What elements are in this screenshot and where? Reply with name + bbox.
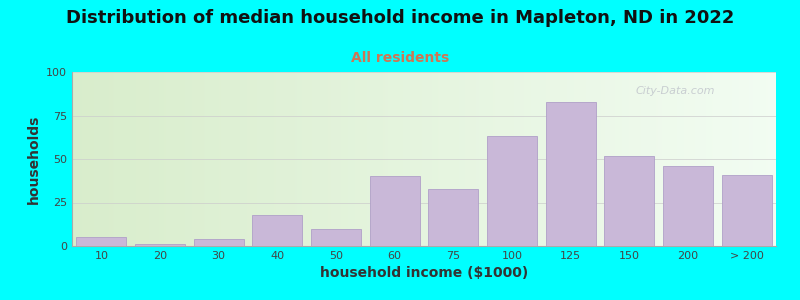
Bar bbox=[546, 102, 595, 246]
Bar bbox=[487, 136, 537, 246]
Bar bbox=[311, 229, 361, 246]
Bar bbox=[722, 175, 771, 246]
X-axis label: household income ($1000): household income ($1000) bbox=[320, 266, 528, 280]
Bar bbox=[135, 244, 185, 246]
Bar bbox=[605, 155, 654, 246]
Bar bbox=[253, 215, 302, 246]
Bar bbox=[663, 166, 713, 246]
Text: All residents: All residents bbox=[351, 51, 449, 65]
Y-axis label: households: households bbox=[26, 114, 41, 204]
Text: Distribution of median household income in Mapleton, ND in 2022: Distribution of median household income … bbox=[66, 9, 734, 27]
Bar bbox=[429, 189, 478, 246]
Text: City-Data.com: City-Data.com bbox=[635, 86, 714, 96]
Bar bbox=[370, 176, 419, 246]
Bar bbox=[77, 237, 126, 246]
Bar bbox=[194, 239, 243, 246]
